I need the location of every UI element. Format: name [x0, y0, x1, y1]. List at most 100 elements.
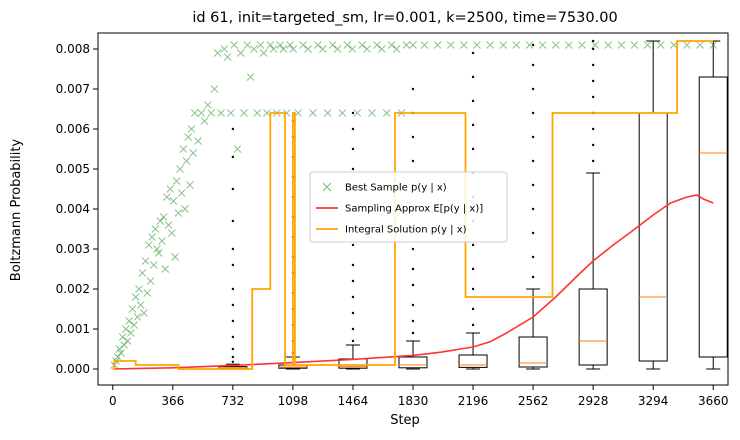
box-flier [531, 87, 535, 91]
box-flier [231, 219, 235, 223]
scatter-point [299, 41, 307, 49]
scatter-point [276, 41, 284, 49]
scatter-point [578, 41, 586, 49]
box-flier [411, 267, 415, 271]
scatter-point [256, 41, 265, 49]
box-body [578, 288, 608, 366]
scatter-point [333, 45, 342, 53]
scatter-point [486, 41, 494, 49]
scatter-point [131, 293, 140, 301]
box-flier [531, 255, 535, 259]
box-flier [351, 295, 355, 299]
scatter-point [253, 109, 262, 117]
x-tick-label: 732 [221, 394, 244, 408]
box-flier [231, 247, 235, 251]
box-flier [351, 279, 355, 283]
scatter-point [133, 313, 142, 321]
scatter-point [217, 109, 225, 117]
scatter-point [113, 353, 122, 361]
y-tick-label: 0.005 [56, 162, 90, 176]
scatter-point [263, 109, 271, 117]
series-integral-solution [112, 40, 714, 370]
box-flier [411, 319, 415, 323]
scatter-point [323, 109, 332, 117]
legend-item: Integral Solution p(y | x) [316, 225, 467, 236]
boxplot [578, 39, 608, 370]
box-flier [471, 323, 475, 327]
y-tick-label: 0.007 [56, 82, 90, 96]
x-tick-label: 366 [161, 394, 184, 408]
scatter-point [368, 109, 376, 117]
scatter-point [249, 45, 258, 53]
box-flier [531, 275, 535, 279]
scatter-point [564, 41, 573, 49]
y-axis-label: Boltzmann Probability [9, 139, 24, 282]
series-best-sample [110, 41, 718, 369]
scatter-point [120, 341, 129, 349]
boxplot [218, 127, 248, 370]
box-flier [591, 159, 595, 163]
scatter-point [172, 177, 181, 185]
box-flier [231, 263, 235, 267]
scatter-point [164, 221, 173, 229]
scatter-point [174, 209, 183, 217]
scatter-point [294, 109, 303, 117]
x-tick-label: 1098 [278, 394, 309, 408]
scatter-point [551, 41, 560, 49]
scatter-point [179, 145, 188, 153]
legend-item: Best Sample p(y | x) [322, 183, 447, 194]
scatter-point [171, 253, 179, 261]
scatter-point [177, 189, 186, 197]
box-flier [411, 331, 415, 335]
scatter-point [338, 109, 347, 117]
x-tick-label: 2196 [458, 394, 489, 408]
box-flier [231, 319, 235, 323]
box-flier [531, 231, 535, 235]
scatter-point [243, 41, 252, 49]
scatter-point [363, 45, 371, 53]
box-flier [531, 111, 535, 115]
scatter-point [140, 309, 148, 317]
scatter-point [156, 217, 165, 225]
y-tick-label: 0.006 [56, 122, 90, 136]
box-flier [471, 287, 475, 291]
scatter-point [190, 109, 199, 117]
scatter-point [154, 249, 163, 257]
scatter-point [233, 145, 242, 153]
y-axis: 0.000 0.001 0.002 0.003 0.004 0.005 0.006 0.007… [56, 42, 98, 376]
scatter-point [166, 185, 175, 193]
scatter-point [525, 41, 534, 49]
box-flier [351, 327, 355, 331]
scatter-point [499, 41, 508, 49]
x-tick-label: 0 [109, 394, 117, 408]
scatter-point [213, 49, 222, 57]
box-flier [231, 360, 235, 363]
scatter-point [446, 41, 455, 49]
box-body [398, 356, 428, 369]
scatter-point [117, 349, 125, 357]
x-axis-label: Step [390, 413, 420, 428]
box-body [518, 336, 548, 368]
box-flier [591, 39, 595, 43]
scatter-point [122, 325, 130, 333]
scatter-point [115, 345, 124, 353]
box-flier [231, 155, 235, 159]
legend-box [309, 171, 508, 243]
x-tick-label: 3660 [698, 394, 729, 408]
plot-content [110, 39, 728, 370]
scatter-point [200, 117, 209, 125]
x-tick-label: 1464 [338, 394, 369, 408]
box-flier [411, 247, 415, 251]
scatter-point [328, 41, 337, 49]
box-flier [351, 311, 355, 315]
box-flier [471, 75, 475, 79]
x-axis: 0 366 732 1098 1464 1830 2196 2562 2928 3294 3660 [109, 385, 729, 408]
scatter-point [153, 245, 161, 253]
box-flier [591, 95, 595, 99]
box-flier [531, 183, 535, 187]
x-tick-label: 3294 [638, 394, 669, 408]
scatter-point [143, 289, 152, 297]
plot-area [97, 32, 729, 386]
scatter-point [220, 45, 229, 53]
